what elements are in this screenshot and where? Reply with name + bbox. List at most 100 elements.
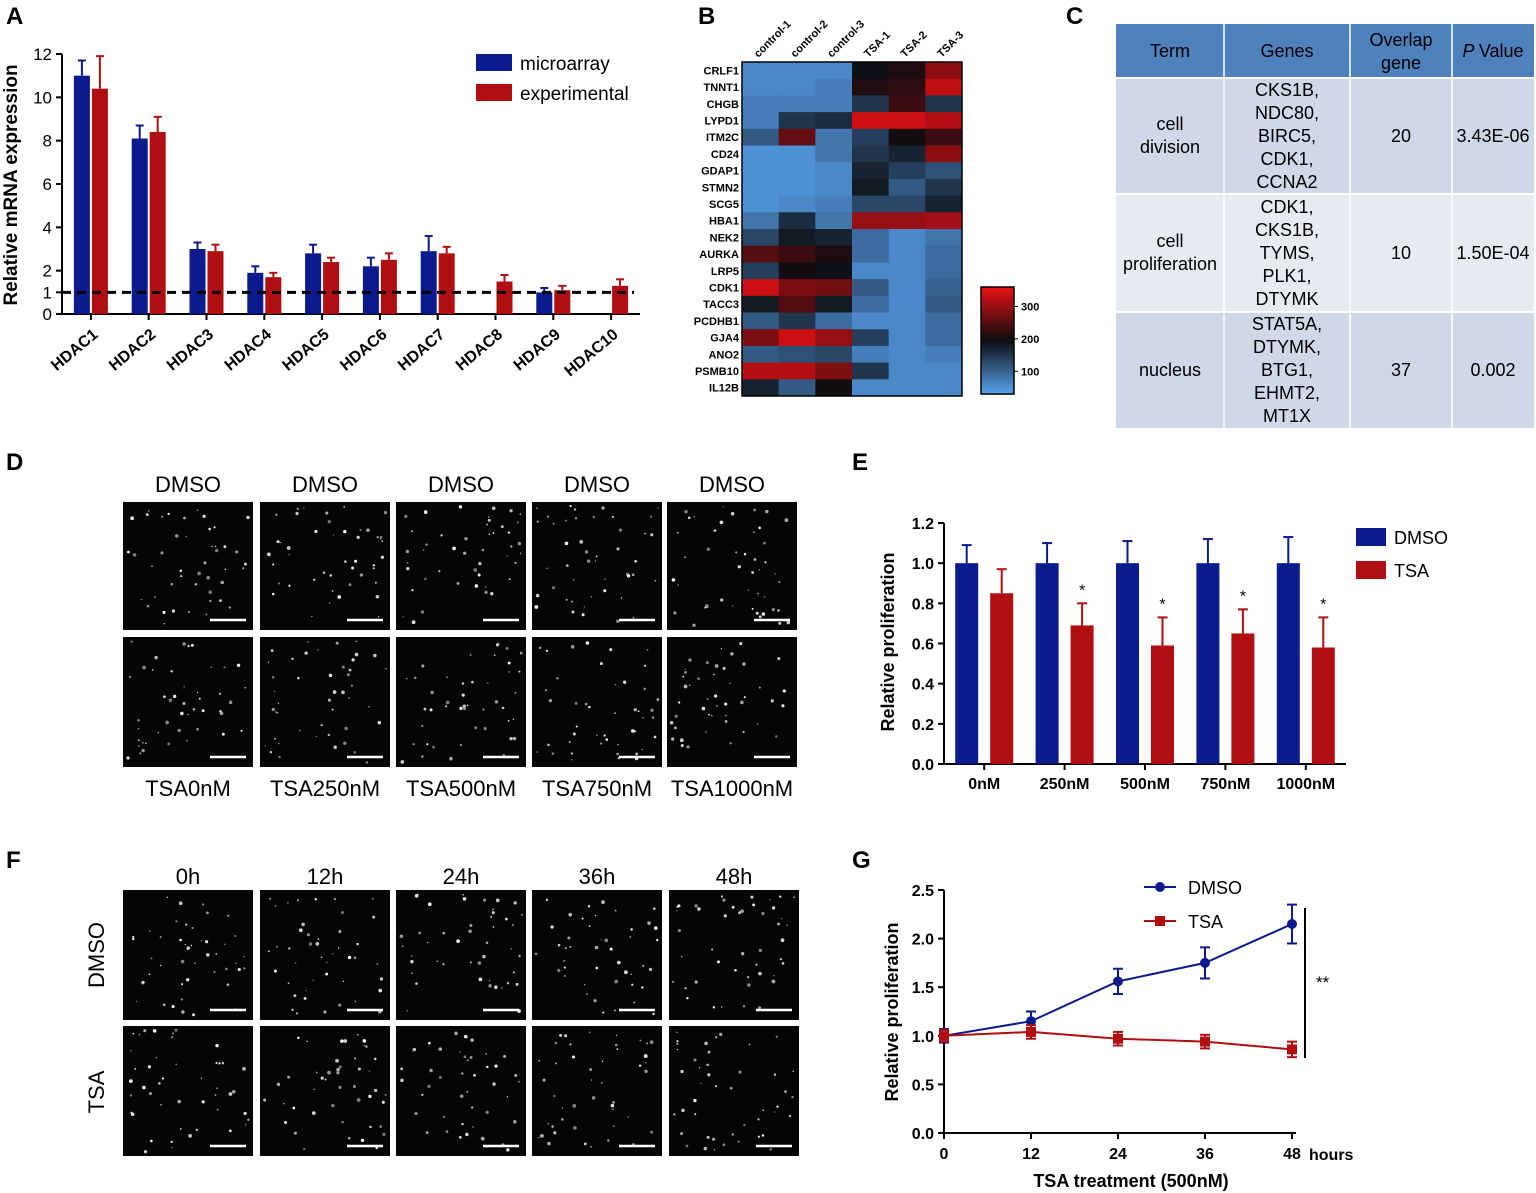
cell-dot (674, 726, 677, 730)
cell-dot (130, 516, 134, 521)
cell-dot (359, 573, 364, 577)
cell-dot (714, 694, 718, 698)
heatmap-cell (852, 62, 890, 80)
cell-dot (297, 676, 300, 680)
cell-dot (544, 689, 548, 692)
cell-dot (344, 560, 347, 563)
cell-dot (747, 976, 750, 979)
chart-a-bar-microarray (247, 272, 264, 314)
colorbar-segment (981, 340, 1014, 344)
colorbar-segment (981, 343, 1014, 347)
panel-f-row-label: TSA (84, 1070, 109, 1113)
cell-dot (171, 1146, 173, 1149)
micrograph-dmso (532, 502, 662, 630)
cell-dot (323, 1010, 327, 1014)
colorbar-segment (981, 337, 1014, 342)
cell-dot (676, 910, 678, 912)
cell-dot (743, 696, 746, 699)
cell-dot (180, 959, 185, 964)
cell-dot (599, 662, 603, 666)
cell-dot (346, 673, 350, 677)
cell-dot (411, 620, 416, 625)
cell-dot (137, 719, 140, 722)
cell-dot (187, 610, 191, 614)
cell-dot (643, 1054, 648, 1058)
heatmap-cell (925, 229, 963, 247)
legend-label-experimental: experimental (520, 84, 629, 105)
cell-dot (560, 1118, 564, 1121)
cell-dot (243, 562, 247, 566)
heatmap-column-label: control-2 (789, 18, 831, 60)
cell-dot (306, 1040, 308, 1042)
chart-a-bar-microarray (189, 249, 206, 314)
cell-dot (171, 1036, 174, 1039)
cell-dot (327, 698, 332, 702)
chart-g-point-TSA (1113, 1033, 1123, 1044)
colorbar-segment (981, 364, 1014, 368)
chart-e-bar-DMSO (1196, 563, 1220, 764)
chart-a-ytick-label: 4 (43, 218, 52, 237)
cell-dot (341, 1120, 345, 1124)
colorbar-segment (981, 361, 1014, 366)
chart-e-bar-DMSO (1276, 563, 1300, 764)
cell-dot (645, 1062, 647, 1064)
cell-dot (574, 701, 578, 705)
cell-dot (303, 1148, 306, 1151)
legend-swatch-experimental (476, 84, 512, 101)
heatmap-cell (815, 229, 853, 247)
chart-a-xtick-label: HDAC5 (280, 326, 333, 375)
heatmap-cell (925, 245, 963, 263)
chart-g-xtick-label: 0 (940, 1146, 949, 1163)
cell-dot (506, 1148, 510, 1152)
heatmap-cell (852, 95, 890, 113)
cell-dot (463, 707, 466, 711)
cell-dot (317, 938, 320, 940)
chart-e-ytick-label: 1.2 (912, 516, 934, 533)
cell-dot (219, 711, 224, 716)
cell-dot (742, 1005, 746, 1008)
cell-dot (545, 898, 549, 901)
cell-dot (776, 1105, 779, 1108)
cell-dot (777, 657, 781, 661)
cell-dot (788, 1115, 792, 1118)
cell-dot (288, 554, 290, 556)
cell-dot (730, 512, 735, 516)
cell-dot (538, 646, 542, 650)
cell-dot (649, 1040, 654, 1045)
cell-dot (750, 895, 754, 899)
heatmap-cell (925, 145, 963, 163)
cell-dot (612, 1125, 615, 1127)
chart-a-bar-experimental (554, 290, 571, 314)
chart-a-bar-microarray (536, 292, 553, 314)
micrograph-tsa (123, 637, 253, 767)
heatmap-cell (778, 312, 816, 330)
cell-dot (763, 541, 766, 545)
cell-dot (347, 696, 350, 699)
chart-g-xlabel: TSA treatment (500nM) (1033, 1171, 1228, 1191)
cell-dot (614, 712, 616, 714)
colorbar-segment (981, 335, 1014, 339)
cell-dot (326, 961, 328, 964)
cell-dot (353, 751, 356, 754)
cell-dot (284, 1120, 288, 1124)
cell-dot (368, 1094, 372, 1099)
cell-dot (461, 1122, 464, 1126)
colorbar-tick-label: 200 (1021, 334, 1039, 346)
cell-dot (305, 989, 307, 992)
cell-dot (516, 521, 519, 524)
cell-dot (631, 573, 635, 577)
table-cell-gene: TYMS, (1259, 243, 1314, 263)
chart-g-point-TSA (1287, 1044, 1297, 1055)
cell-dot (730, 652, 734, 656)
cell-dot (426, 743, 429, 746)
cell-dot (765, 509, 769, 514)
table-cell-gene: STAT5A, (1252, 314, 1322, 334)
cell-dot (603, 734, 606, 737)
cell-dot (277, 702, 280, 705)
cell-dot (263, 1098, 267, 1102)
chart-g-xtick-label: 12 (1022, 1146, 1040, 1163)
cell-dot (762, 1109, 765, 1112)
heatmap-cell (888, 362, 926, 380)
cell-dot (200, 940, 203, 942)
cell-dot (703, 1146, 708, 1151)
